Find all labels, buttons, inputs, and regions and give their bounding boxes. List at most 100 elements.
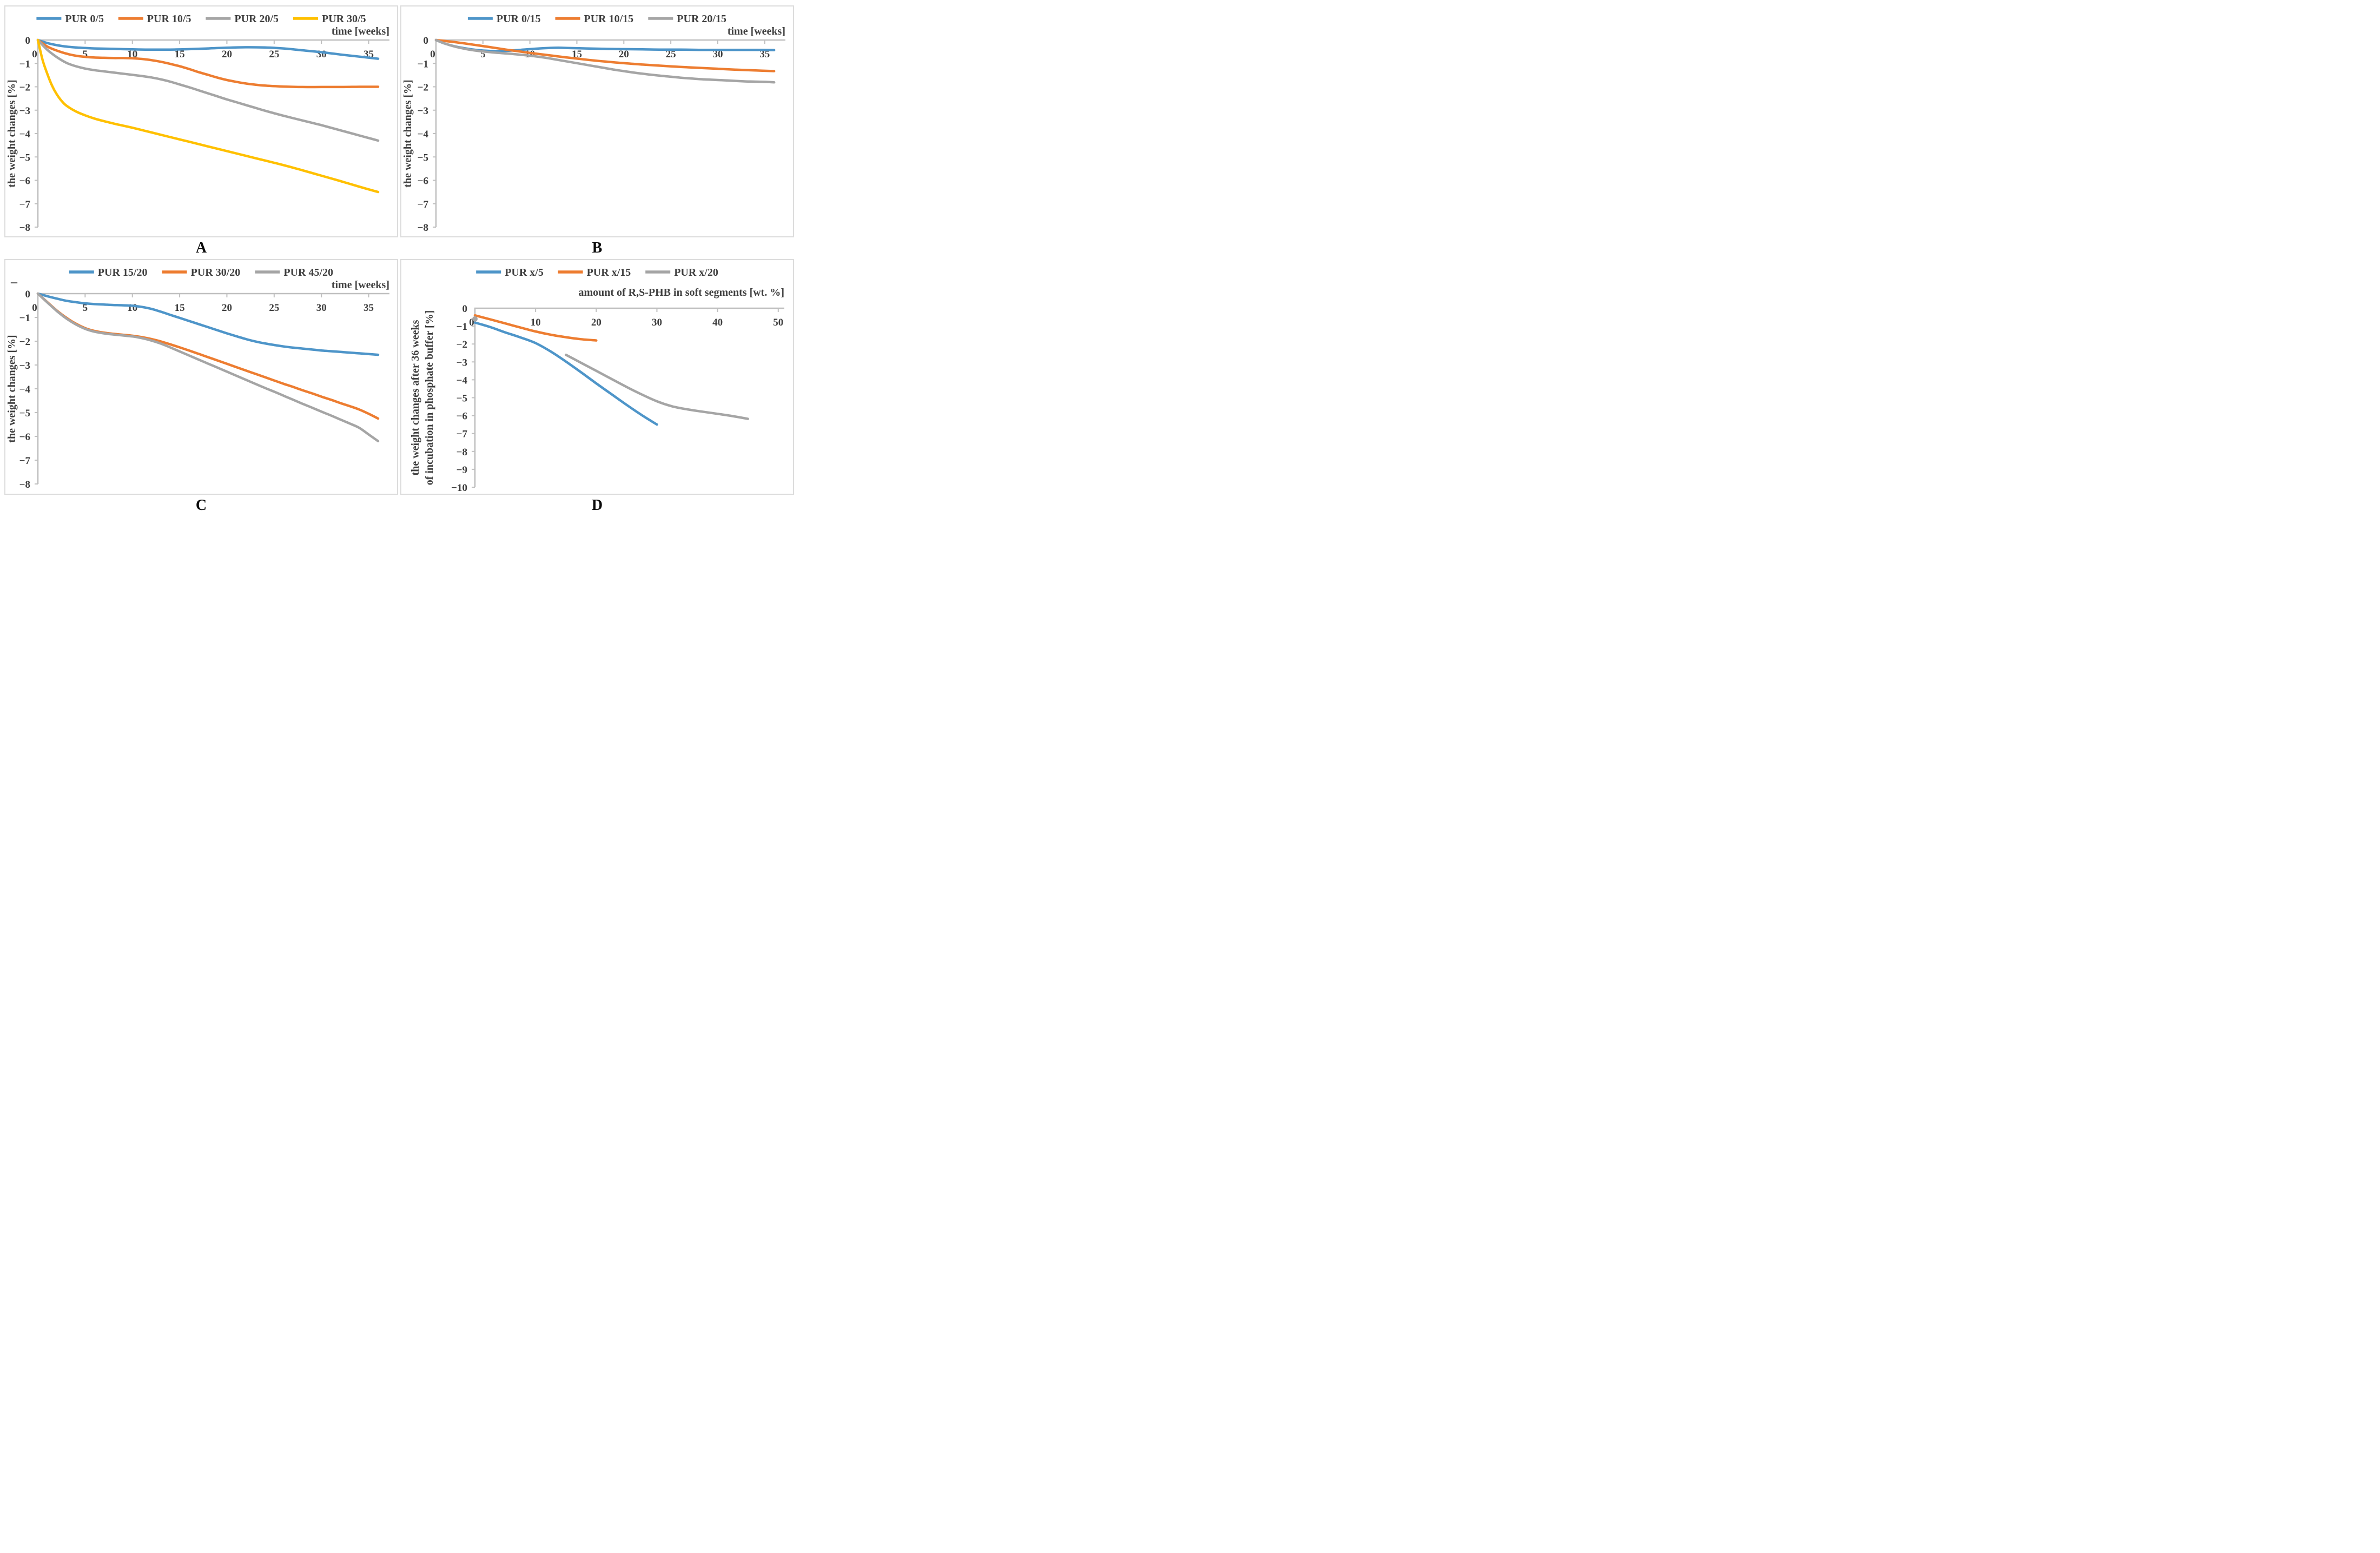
y-tick-label: −6 <box>457 411 467 422</box>
y-tick-label: −9 <box>457 464 467 476</box>
panel-b-plot: time [weeks]0 5 10 15 20 25 30 350−1−2−3−4−5−6−… <box>402 13 785 234</box>
panel-label-d: D <box>591 497 603 514</box>
x-axis-title-c: time [weeks] <box>332 279 389 291</box>
legend-label: PUR 0/5 <box>65 13 104 25</box>
y-tick-label: −10 <box>451 482 467 492</box>
panel-d-plot-mount: amount of R,S-PHB in soft segments [wt. … <box>401 260 793 494</box>
y-tick-label: −7 <box>19 199 31 210</box>
y-tick-label: −8 <box>19 222 30 234</box>
y-tick-label: −7 <box>418 199 429 210</box>
legend-label: PUR 45/20 <box>283 267 333 278</box>
y-tick-label: −2 <box>418 82 428 94</box>
panel-label-b: B <box>592 240 603 256</box>
x-tick-label: 25 <box>269 302 279 314</box>
y-tick-label: −2 <box>457 339 467 350</box>
x-tick-label: 0 <box>430 49 435 60</box>
y-tick-label: −3 <box>457 357 467 368</box>
legend-c: PUR 15/20 PUR 30/20 PUR 45/20 <box>69 267 333 278</box>
legend-a: PUR 0/5 PUR 10/5 PUR 20/5 PUR 30/5 <box>36 13 366 25</box>
x-tick-label: 0 <box>32 49 37 60</box>
x-tick-label: 30 <box>652 317 662 328</box>
panel-label-d-cell: D <box>400 495 794 516</box>
y-tick-label: −3 <box>418 105 428 117</box>
series-line-pur-20-5 <box>36 38 380 142</box>
y-tick-label: −5 <box>457 393 467 404</box>
x-tick-label: 30 <box>712 49 723 60</box>
x-tick-label: 0 <box>32 302 37 314</box>
y-axis-label-a-line1: the weight changes [%] <box>6 79 18 187</box>
y-tick-label: 0 <box>25 35 31 47</box>
x-tick-label: 20 <box>619 49 629 60</box>
series-line-pur-15-20 <box>36 292 380 356</box>
y-tick-label: −7 <box>19 455 31 467</box>
panel-b-plot-mount: time [weeks] 0 5 10 15 20 25 30 35 0 −1 −2 −3 −4 −5 −6−… <box>401 6 793 236</box>
series-line-pur-20-15 <box>434 38 776 84</box>
x-tick-label: 20 <box>222 302 232 314</box>
series-line-pur-0-5 <box>36 38 380 60</box>
legend-label: PUR 15/20 <box>98 267 148 278</box>
y-axis-label-d-line2: of incubation in phosphate buffer [%] <box>424 310 435 486</box>
marker-dot-annotation <box>472 316 478 322</box>
y-tick-label: 0 <box>25 289 31 300</box>
y-tick-label: 0 <box>424 35 429 47</box>
legend-label: PUR x/5 <box>505 267 544 278</box>
y-tick-label: −8 <box>19 479 30 490</box>
y-tick-label: −8 <box>418 222 428 234</box>
x-axis-title-d: amount of R,S-PHB in soft segments [wt. … <box>578 287 784 298</box>
x-tick-label: 20 <box>222 49 232 60</box>
y-tick-label: −7 <box>457 429 468 440</box>
x-tick-label: 35 <box>759 49 770 60</box>
x-tick-label: 35 <box>363 302 374 314</box>
y-tick-label: −6 <box>19 432 30 443</box>
x-axis-title-b: time [weeks] <box>728 25 785 37</box>
x-tick-label: 25 <box>269 49 279 60</box>
y-tick-label: −1 <box>418 58 428 70</box>
legend-b: PUR 0/15 PUR 10/15 PUR 20/15 <box>467 13 726 25</box>
legend-label: PUR 20/15 <box>677 13 726 25</box>
y-tick-label: −4 <box>19 129 31 140</box>
series-line-pur-45-20 <box>36 292 380 443</box>
panel-b-box: time [weeks] 0 5 10 15 20 25 30 35 0 −1 −2 −3 −4 −5 −6−… <box>400 5 794 237</box>
x-tick-label: 40 <box>712 317 723 328</box>
y-tick-label: −8 <box>457 447 467 458</box>
figure-grid: time [weeks] 0 5 10 15 20 25 30 35 0 −1 −2 −3 −4 −5 −6−… <box>4 5 798 516</box>
x-tick-label: 5 <box>83 49 88 60</box>
y-tick-label: −1 <box>457 321 467 333</box>
panel-label-c: C <box>195 497 207 514</box>
y-tick-label: −4 <box>457 375 468 386</box>
series-line-pur-10-15 <box>434 38 776 72</box>
y-tick-label: −4 <box>19 384 31 395</box>
series-line-pur-30-5 <box>36 38 380 194</box>
panel-label-a-cell: A <box>4 237 398 259</box>
y-tick-label: −6 <box>19 176 30 187</box>
panel-a-plot-mount: time [weeks] 0 5 10 15 20 25 30 35 0 −1 −2 −3 −4 −5 −6−… <box>5 6 397 236</box>
y-tick-label: −4 <box>418 129 429 140</box>
y-axis-label-d-line1: the weight changes after 36 weeks <box>409 320 421 475</box>
panel-c-plot: time [weeks]0 5 10 15 20 25 30 350−1−2−3−4−5−6−… <box>6 267 389 490</box>
panel-label-b-cell: B <box>400 237 794 259</box>
legend-label: PUR x/15 <box>587 267 631 278</box>
figure-weight-change-panels: time [weeks] 0 5 10 15 20 25 30 35 0 −1 −2 −3 −4 −5 −6−… <box>0 0 798 519</box>
y-tick-label: −5 <box>19 152 30 163</box>
y-tick-label: −6 <box>418 176 428 187</box>
panel-c-box: time [weeks] 0 5 10 15 20 25 30 35 0 −1 −2 −3 −4 −5 −6−… <box>4 259 398 495</box>
x-tick-label: 15 <box>175 49 185 60</box>
series-line-pur-10-5 <box>36 38 380 89</box>
series-line-pur-x-20 <box>564 353 749 420</box>
legend-d: PUR x/5 PUR x/15 PUR x/20 <box>476 267 718 278</box>
series-line-pur-x-5 <box>473 321 658 426</box>
panel-a-box: time [weeks] 0 5 10 15 20 25 30 35 0 −1 −2 −3 −4 −5 −6−… <box>4 5 398 237</box>
x-tick-label: 10 <box>127 302 137 314</box>
legend-label: PUR 10/15 <box>584 13 634 25</box>
x-tick-label: 5 <box>83 302 88 314</box>
panel-a-plot: time [weeks]0 5 10 15 20 25 30 350−1−2−3−4−5−6−… <box>6 13 389 234</box>
y-tick-label: −3 <box>19 360 30 371</box>
x-tick-label: 5 <box>480 49 486 60</box>
x-axis-title-a: time [weeks] <box>332 25 389 37</box>
legend-label: PUR 30/20 <box>191 267 241 278</box>
panel-d-plot: amount of R,S-PHB in soft segments [wt. … <box>409 267 784 494</box>
x-tick-label: 50 <box>773 317 783 328</box>
panel-label-a: A <box>195 240 207 256</box>
x-tick-label: 30 <box>316 49 327 60</box>
legend-label: PUR 10/5 <box>147 13 191 25</box>
